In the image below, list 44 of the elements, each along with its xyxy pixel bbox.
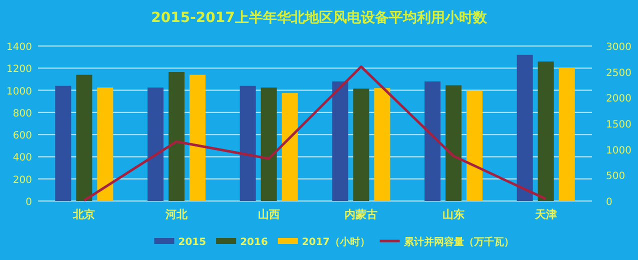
bar (516, 54, 533, 201)
bar (466, 90, 482, 201)
y2-tick-label: 500 (606, 171, 626, 182)
y2-tick-label: 0 (606, 197, 612, 208)
x-tick-label: 山东 (442, 208, 464, 221)
y2-tick-label: 1500 (606, 120, 632, 130)
bar (424, 81, 440, 201)
y-tick-label: 1400 (6, 42, 32, 53)
y-tick-label: 600 (12, 130, 32, 142)
y2-tick-label: 3000 (606, 42, 632, 53)
bar (282, 93, 298, 201)
x-tick-label: 北京 (72, 208, 96, 221)
y-tick-label: 1000 (6, 86, 32, 98)
x-tick-label: 山西 (258, 208, 280, 221)
x-tick-label: 内蒙古 (344, 208, 378, 221)
y-tick-label: 800 (12, 108, 32, 120)
bar (353, 88, 370, 201)
legend-label: 2016 (240, 237, 268, 248)
y-tick-label: 0 (26, 197, 32, 208)
y-tick-label: 1200 (6, 64, 32, 76)
x-tick-label: 天津 (534, 208, 557, 221)
legend-label: 2017（小时） (302, 236, 370, 248)
y2-tick-label: 2000 (606, 94, 632, 105)
legend-label: 累计并网容量（万千瓦） (402, 236, 514, 248)
y-tick-label: 200 (12, 174, 32, 186)
x-tick-label: 河北 (164, 208, 188, 221)
title: 2015-2017上半年华北地区风电设备平均利用小时数 (151, 10, 487, 26)
bar (76, 74, 92, 201)
bar (148, 88, 164, 201)
bar (332, 81, 348, 201)
bar (240, 86, 256, 201)
bar (260, 88, 277, 201)
legend-label: 2015 (178, 237, 206, 248)
bar (190, 74, 206, 201)
bar (558, 68, 575, 201)
bar (446, 85, 462, 201)
bar (538, 62, 554, 201)
y2-tick-label: 2500 (606, 68, 632, 79)
y2-tick-label: 1000 (606, 145, 632, 156)
bar (97, 88, 114, 201)
bar (168, 72, 184, 201)
bar (374, 88, 390, 201)
y-tick-label: 400 (12, 152, 32, 164)
bar (55, 86, 72, 201)
